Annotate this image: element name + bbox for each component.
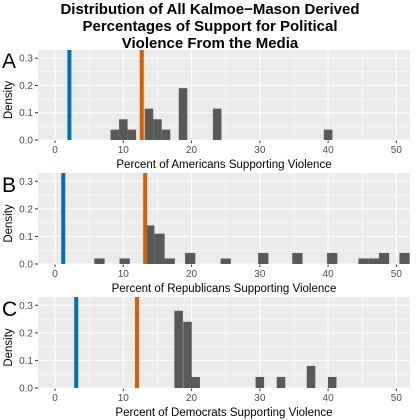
x-tick-label: 30 (254, 393, 266, 404)
y-tick-label: 0.2 (19, 81, 33, 92)
panel-background (38, 50, 410, 140)
x-tick-label: 20 (186, 393, 198, 404)
panel-background (38, 173, 410, 264)
histogram-bar (144, 225, 155, 264)
x-tick-label: 30 (254, 145, 266, 156)
histogram-bar (358, 258, 369, 264)
y-tick-label: 0.1 (19, 356, 33, 367)
histogram-bar (153, 119, 162, 140)
chart-title-line-2: Percentages of Support for Political (82, 18, 338, 35)
x-axis-label: Percent of Democrats Supporting Violence (115, 407, 332, 419)
histogram-bar (327, 252, 338, 264)
chart-title: Distribution of All Kalmoe−Mason Derived… (0, 1, 420, 52)
histogram-bar (164, 258, 175, 264)
x-tick-label: 10 (118, 269, 130, 280)
histogram-bar (161, 129, 171, 140)
x-tick-label: 10 (118, 145, 130, 156)
histogram-bar (110, 129, 120, 140)
y-tick-label: 0.1 (19, 108, 33, 119)
y-tick-label: 0.3 (19, 177, 33, 188)
histogram-bar (306, 365, 316, 388)
y-tick-label: 0.2 (19, 328, 33, 339)
histogram-bar (144, 108, 154, 140)
histogram-bar (94, 258, 105, 264)
x-tick-label: 20 (186, 269, 198, 280)
panel-c: 0 10 20 30 40 50 0.0 0.1 0.2 0.3 Percent of Democr… (2, 297, 410, 419)
x-tick-label: 50 (391, 269, 403, 280)
histogram-bar (276, 376, 286, 388)
histogram-bar (292, 252, 303, 264)
y-tick-label: 0.1 (19, 232, 33, 243)
histogram-bar (174, 310, 183, 388)
x-tick-label: 30 (254, 269, 266, 280)
x-tick-label: 50 (391, 393, 403, 404)
y-axis-label: Density (3, 81, 15, 120)
y-tick-label: 0.2 (19, 204, 33, 215)
x-tick-label: 40 (323, 393, 335, 404)
y-tick-label: 0.0 (19, 384, 33, 395)
histogram-bar (191, 376, 200, 388)
x-tick-label: 10 (118, 393, 130, 404)
panel-background (38, 297, 410, 388)
x-tick-label: 0 (52, 145, 58, 156)
y-tick-label: 0.3 (19, 301, 33, 312)
histogram-bar (127, 129, 137, 140)
y-tick-label: 0.0 (19, 136, 33, 147)
panel-letter: B (2, 174, 16, 197)
panel-b: 0 10 20 30 40 50 0.0 0.1 0.2 0.3 Percent of Republ… (2, 173, 410, 295)
histogram-bar (258, 252, 269, 264)
x-axis-label: Percent of Americans Supporting Violence (116, 159, 331, 171)
panel-letter: C (2, 298, 17, 321)
histogram-bar (323, 129, 333, 140)
chart-title-line-1: Distribution of All Kalmoe−Mason Derived (60, 1, 360, 18)
histogram-bar (119, 258, 130, 264)
histogram-bar (212, 108, 222, 140)
x-tick-label: 40 (323, 145, 335, 156)
histogram-bar (119, 119, 128, 140)
y-axis-label: Density (3, 204, 15, 243)
panel-letter: A (2, 50, 16, 73)
x-tick-label: 40 (323, 269, 335, 280)
x-tick-label: 50 (391, 145, 403, 156)
x-tick-label: 0 (52, 393, 58, 404)
histogram-bar (255, 376, 265, 388)
x-tick-label: 20 (186, 145, 198, 156)
histogram-bar (327, 376, 337, 388)
x-tick-label: 0 (52, 269, 58, 280)
histogram-bar (178, 88, 188, 140)
histogram-bar (220, 258, 231, 264)
histogram-bar (185, 252, 196, 264)
chart-title-line-3: Violence From the Media (121, 35, 299, 52)
histogram-bar (378, 252, 390, 264)
histogram-bar (399, 252, 410, 264)
histogram-bar (154, 233, 165, 264)
y-axis-label: Density (3, 328, 15, 367)
y-tick-label: 0.3 (19, 54, 33, 65)
histogram-bar (368, 258, 379, 264)
y-tick-label: 0.0 (19, 260, 33, 271)
histogram-bar (183, 321, 192, 388)
x-axis-label: Percent of Republicans Supporting Violen… (112, 283, 337, 295)
panel-a: 0 10 20 30 40 50 0.0 0.1 0.2 0.3 Percent of Americ… (2, 50, 410, 171)
